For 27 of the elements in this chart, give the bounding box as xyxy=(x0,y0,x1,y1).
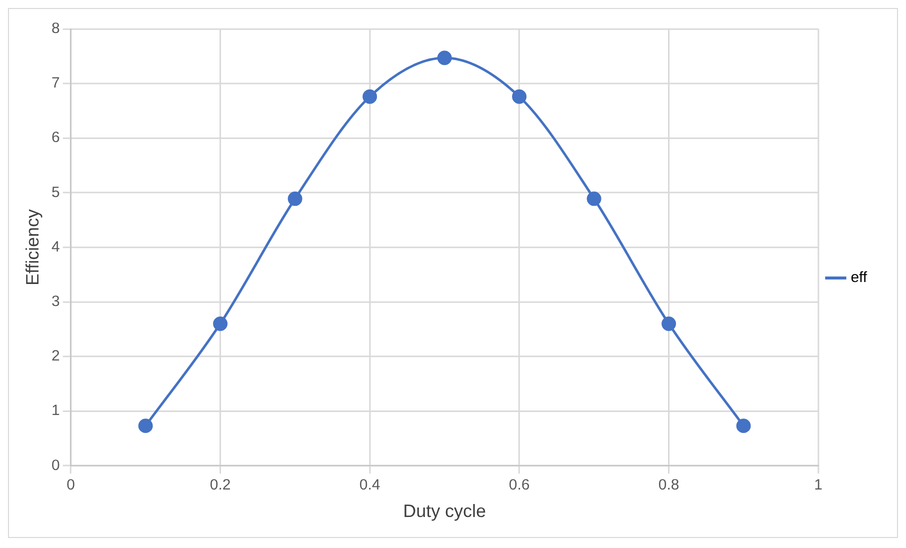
y-axis-title: Efficiency xyxy=(22,209,43,286)
x-tick-label: 0.8 xyxy=(658,476,680,494)
point xyxy=(288,191,302,206)
x-tick-label: 1 xyxy=(814,476,822,494)
x-tick-label: 0 xyxy=(66,476,75,494)
point xyxy=(736,418,751,434)
x-tick-label: 0.2 xyxy=(210,476,231,494)
y-tick-label: 7 xyxy=(52,74,60,92)
y-tick-label: 8 xyxy=(52,20,60,38)
legend-label: eff xyxy=(850,269,868,286)
y-tick-label: 5 xyxy=(52,184,60,201)
y-tick-label: 4 xyxy=(52,238,60,256)
point xyxy=(437,50,452,66)
y-tick-label: 2 xyxy=(52,348,60,365)
point xyxy=(138,418,153,434)
x-axis-title: Duty cycle xyxy=(403,501,486,522)
point xyxy=(586,191,602,206)
y-tick-label: 6 xyxy=(52,129,60,146)
point xyxy=(662,316,676,331)
point xyxy=(213,316,228,331)
y-tick-label: 0 xyxy=(52,456,60,474)
x-tick-label: 0.4 xyxy=(359,476,380,494)
y-tick-label: 3 xyxy=(52,293,60,310)
point xyxy=(512,89,527,104)
y-tick-label: 1 xyxy=(52,402,60,420)
x-tick-label: 0.6 xyxy=(508,476,530,494)
point xyxy=(362,89,378,104)
